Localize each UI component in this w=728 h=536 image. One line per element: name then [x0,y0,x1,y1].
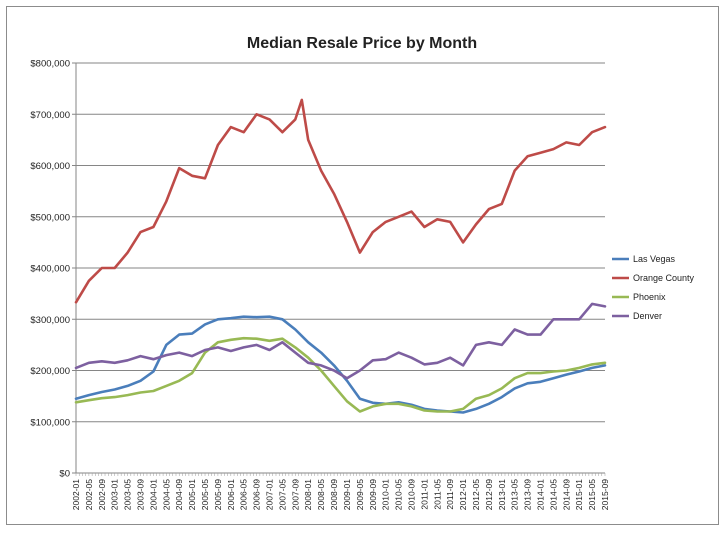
line-chart: Median Resale Price by Month $0$100,000$… [30,35,695,510]
x-tick-label: 2008-05 [316,479,326,510]
x-tick-label: 2013-05 [510,479,520,510]
series-line-phoenix [74,336,607,413]
x-tick-label: 2008-01 [303,479,313,510]
series-line-denver [74,302,607,380]
x-tick-label: 2013-09 [523,479,533,510]
legend-label-denver: Denver [633,311,662,321]
y-tick-label: $100,000 [30,417,70,428]
legend: Las Vegas Orange County Phoenix Denver [612,254,695,321]
y-tick-label: $600,000 [30,161,70,172]
x-tick-label: 2006-09 [252,479,262,510]
x-tick-label: 2012-05 [471,479,481,510]
x-tick-label: 2014-05 [548,479,558,510]
x-tick-label: 2011-01 [419,479,429,510]
x-tick-label: 2007-01 [265,479,275,510]
x-tick-label: 2009-05 [355,479,365,510]
x-tick-label: 2008-09 [329,479,339,510]
x-tick-label: 2003-01 [110,479,120,510]
x-axis-ticks: 2002-01 2002-05 2002-09 2003-01 2003-05 2003-… [71,473,610,510]
x-tick-label: 2014-01 [535,479,545,510]
x-tick-label: 2004-01 [148,479,158,510]
series-lines [74,98,607,414]
x-tick-label: 2015-01 [574,479,584,510]
y-axis-ticks: $0 $100,000 $200,000 $300,000 $400,000 $500,0… [30,59,77,480]
x-tick-label: 2005-01 [187,479,197,510]
x-tick-label: 2012-01 [458,479,468,510]
x-tick-label: 2003-05 [123,479,133,510]
x-tick-label: 2002-05 [84,479,94,510]
y-tick-label: $0 [59,469,70,480]
x-tick-label: 2005-09 [213,479,223,510]
y-tick-label: $700,000 [30,110,70,121]
x-tick-label: 2007-09 [290,479,300,510]
x-tick-label: 2014-09 [561,479,571,510]
x-tick-label: 2010-05 [394,479,404,510]
y-tick-label: $500,000 [30,212,70,223]
x-tick-label: 2002-09 [97,479,107,510]
y-tick-label: $800,000 [30,59,70,70]
x-tick-label: 2004-09 [174,479,184,510]
x-tick-label: 2005-05 [200,479,210,510]
y-tick-label: $400,000 [30,264,70,275]
x-tick-label: 2015-09 [600,479,610,510]
x-tick-label: 2006-05 [239,479,249,510]
legend-label-phoenix: Phoenix [633,292,666,302]
legend-label-orange-county: Orange County [633,273,695,283]
chart-frame: Median Resale Price by Month $0 $100,000 $… [6,6,719,525]
x-tick-label: 2006-01 [226,479,236,510]
x-tick-label: 2010-01 [381,479,391,510]
x-tick-label: 2010-09 [406,479,416,510]
y-tick-label: $300,000 [30,315,70,326]
series-line-las-vegas [74,315,607,414]
series-line-orange-county [74,98,607,304]
y-tick-label: $200,000 [30,366,70,377]
gridlines [76,62,605,474]
legend-label-las-vegas: Las Vegas [633,254,676,264]
x-tick-label: 2011-05 [432,479,442,510]
x-tick-label: 2013-01 [497,479,507,510]
x-tick-label: 2003-09 [136,479,146,510]
x-tick-label: 2007-05 [277,479,287,510]
chart-title: Median Resale Price by Month [247,35,477,52]
x-tick-label: 2004-05 [161,479,171,510]
x-tick-label: 2009-09 [368,479,378,510]
x-tick-label: 2009-01 [342,479,352,510]
x-tick-label: 2012-09 [484,479,494,510]
x-tick-label: 2002-01 [71,479,81,510]
x-tick-label: 2015-05 [587,479,597,510]
x-tick-label: 2011-09 [445,479,455,510]
